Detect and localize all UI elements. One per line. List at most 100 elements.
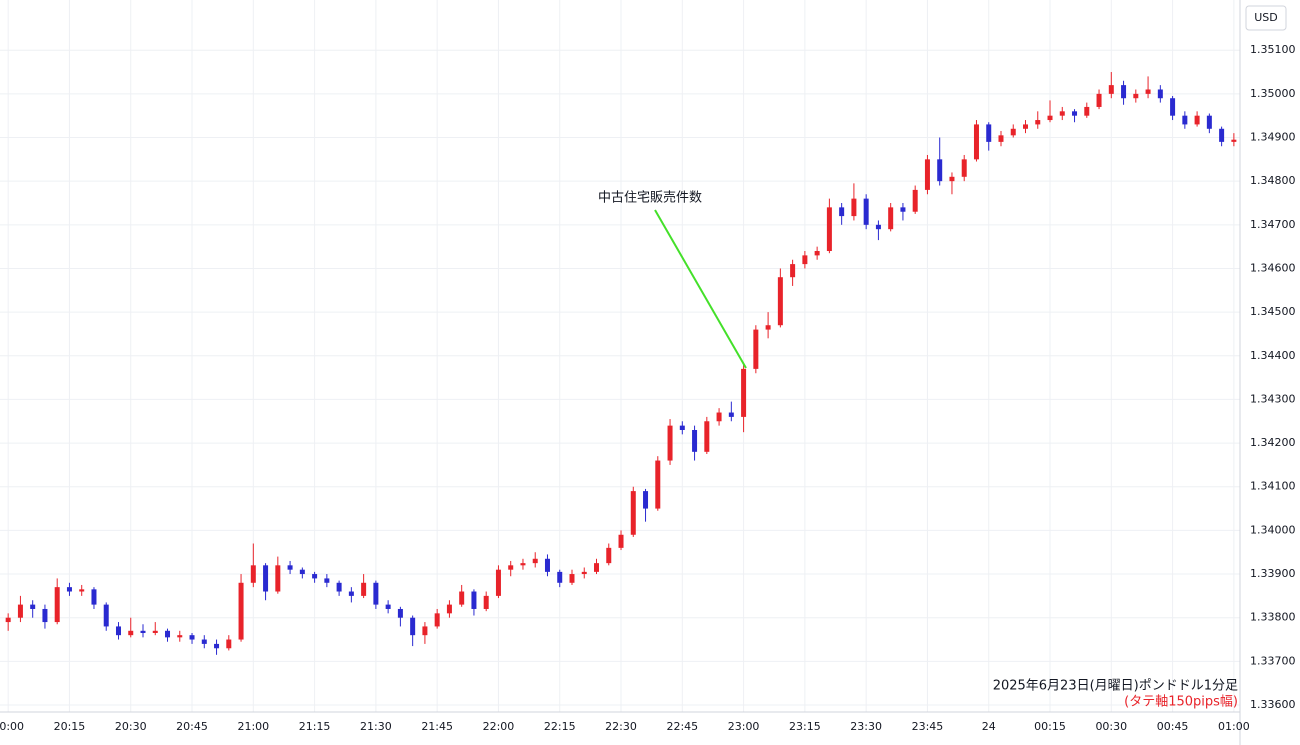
candle-body: [1182, 115, 1188, 125]
candle-body: [140, 630, 146, 633]
candle-body: [336, 582, 342, 592]
candle-body: [557, 571, 563, 583]
candle-body: [471, 591, 477, 609]
x-tick-label: 23:15: [789, 720, 821, 733]
y-tick-label: 1.34600: [1250, 261, 1296, 274]
x-tick-label: 20:30: [115, 720, 147, 733]
candle-body: [165, 630, 171, 638]
x-tick-label: 21:45: [421, 720, 453, 733]
candle-body: [17, 604, 23, 618]
y-tick-label: 1.34300: [1250, 392, 1296, 405]
candle-body: [863, 198, 869, 225]
x-tick-label: 00:15: [1034, 720, 1066, 733]
candle-body: [115, 626, 121, 636]
candle-body: [103, 604, 109, 627]
candle-body: [483, 595, 489, 609]
candle-body: [1194, 115, 1200, 125]
candle-body: [1231, 139, 1237, 142]
candle-body: [802, 255, 808, 265]
candle-body: [949, 176, 955, 182]
candle-body: [888, 207, 894, 230]
annotation-line: [654, 209, 747, 369]
candle-body: [753, 329, 759, 369]
candle-body: [679, 425, 685, 430]
candle-body: [312, 574, 318, 579]
candle-body: [875, 224, 881, 230]
candle-body: [263, 565, 269, 592]
candle-body: [937, 159, 943, 182]
x-tick-label: 21:15: [299, 720, 331, 733]
candle-body: [520, 563, 526, 566]
x-tick-label: 23:30: [850, 720, 882, 733]
candle-body: [851, 198, 857, 217]
candle-body: [581, 571, 587, 575]
candle-body: [741, 368, 747, 417]
candle-body: [1059, 111, 1065, 116]
candle-body: [961, 159, 967, 177]
candle-body: [508, 565, 514, 570]
y-tick-label: 1.33800: [1250, 611, 1296, 624]
x-tick-label: 22:00: [483, 720, 515, 733]
candle-body: [91, 589, 97, 605]
candle-body: [434, 613, 440, 627]
candle-body: [532, 558, 538, 564]
candle-body: [973, 124, 979, 160]
candle-body: [1206, 115, 1212, 129]
y-tick-label: 1.35100: [1250, 43, 1296, 56]
x-tick-label: 23:45: [912, 720, 944, 733]
candle-body: [385, 604, 391, 609]
candle-body: [544, 558, 550, 572]
candle-body: [201, 639, 207, 644]
candle-body: [446, 604, 452, 614]
candle-body: [250, 565, 256, 583]
candle-body: [324, 578, 330, 583]
candle-body: [1145, 89, 1151, 94]
currency-box: [1245, 5, 1287, 31]
candle-body: [924, 159, 930, 190]
candle-body: [594, 563, 600, 572]
x-tick-label: 00:30: [1095, 720, 1127, 733]
x-tick-label: 24: [982, 720, 996, 733]
candle-body: [1072, 111, 1078, 116]
candle-body: [826, 207, 832, 252]
candle-body: [1219, 128, 1225, 142]
candle-body: [692, 429, 698, 452]
candle-body: [5, 617, 11, 623]
candle-body: [1121, 85, 1127, 99]
candle-body: [373, 582, 379, 605]
candle-body: [716, 412, 722, 422]
y-tick-label: 1.34700: [1250, 218, 1296, 231]
candle-body: [152, 630, 158, 633]
y-tick-label: 1.34000: [1250, 523, 1296, 536]
candle-body: [630, 491, 636, 535]
candle-body: [728, 412, 734, 417]
candle-body: [912, 189, 918, 212]
candle-body: [66, 587, 72, 592]
x-tick-label: 20:00: [0, 720, 24, 733]
candle-body: [643, 491, 649, 509]
candle-body: [1047, 115, 1053, 121]
candle-body: [655, 460, 661, 509]
candle-body: [495, 569, 501, 596]
candles: [5, 72, 1237, 655]
y-tick-label: 1.34800: [1250, 174, 1296, 187]
candle-body: [765, 325, 771, 330]
candle-body: [777, 277, 783, 326]
candle-body: [1084, 106, 1090, 116]
candle-body: [667, 425, 673, 461]
currency-label: USD: [1254, 11, 1278, 24]
candle-body: [1035, 120, 1041, 125]
candle-body: [410, 617, 416, 636]
candle-body: [287, 565, 293, 570]
candle-body: [1157, 89, 1163, 99]
candle-body: [704, 421, 710, 452]
candle-body: [54, 587, 60, 623]
candle-body: [459, 591, 465, 605]
candle-body: [900, 207, 906, 212]
x-tick-label: 20:15: [54, 720, 86, 733]
candle-body: [790, 264, 796, 278]
candle-body: [839, 207, 845, 217]
y-tick-label: 1.35000: [1250, 87, 1296, 100]
